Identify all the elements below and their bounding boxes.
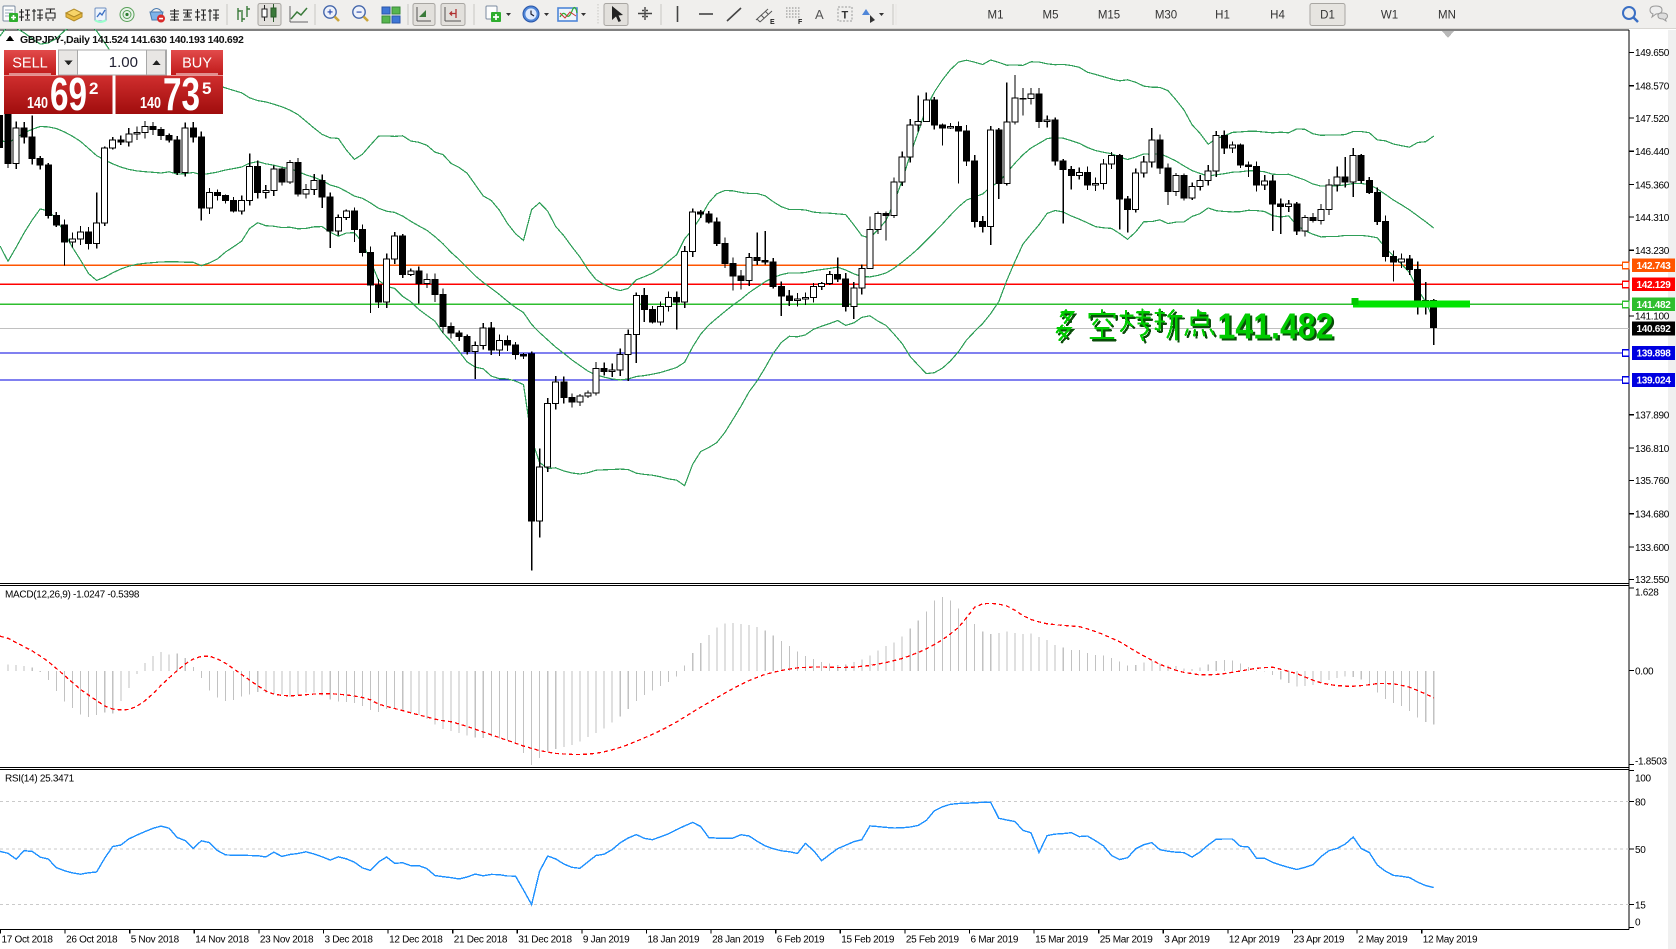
svg-text:80: 80 xyxy=(1635,797,1646,808)
svg-text:−: − xyxy=(356,8,362,19)
svg-text:5 Nov 2018: 5 Nov 2018 xyxy=(131,935,180,946)
svg-text:142.129: 142.129 xyxy=(1636,280,1671,291)
svg-text:M15: M15 xyxy=(1098,10,1120,22)
svg-text:144.310: 144.310 xyxy=(1635,213,1670,224)
svg-text:148.570: 148.570 xyxy=(1635,82,1670,93)
svg-text:12 Apr 2019: 12 Apr 2019 xyxy=(1229,935,1280,946)
svg-text:141.482: 141.482 xyxy=(1218,306,1334,347)
svg-text:SELL: SELL xyxy=(12,56,47,72)
svg-text:139.898: 139.898 xyxy=(1636,349,1671,360)
svg-text:RSI(14) 25.3471: RSI(14) 25.3471 xyxy=(5,774,75,785)
svg-text:MN: MN xyxy=(1438,10,1456,22)
svg-text:BUY: BUY xyxy=(182,56,212,72)
svg-text:+: + xyxy=(327,8,333,19)
svg-text:142.743: 142.743 xyxy=(1636,261,1671,272)
svg-text:73: 73 xyxy=(163,68,200,120)
svg-text:143.230: 143.230 xyxy=(1635,246,1670,257)
svg-text:6 Feb 2019: 6 Feb 2019 xyxy=(777,935,825,946)
svg-text:23 Apr 2019: 23 Apr 2019 xyxy=(1294,935,1345,946)
svg-text:M1: M1 xyxy=(988,10,1004,22)
svg-text:23 Nov 2018: 23 Nov 2018 xyxy=(260,935,314,946)
svg-text:100: 100 xyxy=(1635,774,1652,785)
svg-text:140.692: 140.692 xyxy=(1636,324,1671,335)
svg-text:6 Mar 2019: 6 Mar 2019 xyxy=(971,935,1019,946)
svg-text:145.360: 145.360 xyxy=(1635,180,1670,191)
svg-text:E: E xyxy=(770,19,775,26)
svg-text:15: 15 xyxy=(1635,901,1646,912)
svg-text:1.00: 1.00 xyxy=(109,54,138,71)
svg-text:21 Dec 2018: 21 Dec 2018 xyxy=(454,935,508,946)
svg-text:15 Mar 2019: 15 Mar 2019 xyxy=(1035,935,1089,946)
svg-text:D1: D1 xyxy=(1320,10,1335,22)
svg-text:0.00: 0.00 xyxy=(1635,667,1654,678)
svg-text:15 Feb 2019: 15 Feb 2019 xyxy=(841,935,895,946)
svg-text:M30: M30 xyxy=(1155,10,1177,22)
svg-text:147.520: 147.520 xyxy=(1635,114,1670,125)
svg-text:69: 69 xyxy=(50,68,87,120)
svg-text:141.482: 141.482 xyxy=(1220,308,1336,349)
svg-text:134.680: 134.680 xyxy=(1635,510,1670,521)
svg-text:9 Jan 2019: 9 Jan 2019 xyxy=(583,935,630,946)
svg-text:146.440: 146.440 xyxy=(1635,147,1670,158)
svg-text:-1.8503: -1.8503 xyxy=(1635,757,1668,768)
svg-text:5: 5 xyxy=(202,79,211,98)
svg-text:0: 0 xyxy=(1635,918,1641,929)
svg-text:25 Mar 2019: 25 Mar 2019 xyxy=(1100,935,1154,946)
svg-text:17 Oct 2018: 17 Oct 2018 xyxy=(2,935,54,946)
svg-text:A: A xyxy=(815,7,824,22)
svg-text:136.810: 136.810 xyxy=(1635,444,1670,455)
svg-text:F: F xyxy=(798,19,803,26)
svg-text:M5: M5 xyxy=(1043,10,1059,22)
svg-text:140: 140 xyxy=(140,95,161,112)
svg-text:GBPJPY-,Daily 141.524 141.630: GBPJPY-,Daily 141.524 141.630 140.193 14… xyxy=(20,34,244,46)
svg-text:MACD(12,26,9) -1.0247 -0.5398: MACD(12,26,9) -1.0247 -0.5398 xyxy=(5,590,140,601)
svg-text:2: 2 xyxy=(89,79,98,98)
svg-text:W1: W1 xyxy=(1381,10,1398,22)
svg-text:2 May 2019: 2 May 2019 xyxy=(1358,935,1408,946)
svg-text:25 Feb 2019: 25 Feb 2019 xyxy=(906,935,960,946)
svg-text:18 Jan 2019: 18 Jan 2019 xyxy=(648,935,700,946)
svg-text:14 Nov 2018: 14 Nov 2018 xyxy=(195,935,249,946)
svg-text:H1: H1 xyxy=(1215,10,1230,22)
svg-text:T: T xyxy=(842,10,849,22)
svg-text:1.628: 1.628 xyxy=(1635,588,1659,599)
svg-text:135.760: 135.760 xyxy=(1635,476,1670,487)
svg-text:3 Apr 2019: 3 Apr 2019 xyxy=(1164,935,1210,946)
svg-text:H4: H4 xyxy=(1270,10,1285,22)
svg-text:139.024: 139.024 xyxy=(1636,376,1671,387)
svg-text:28 Jan 2019: 28 Jan 2019 xyxy=(712,935,764,946)
svg-text:137.890: 137.890 xyxy=(1635,411,1670,422)
svg-text:133.600: 133.600 xyxy=(1635,543,1670,554)
svg-text:12 Dec 2018: 12 Dec 2018 xyxy=(389,935,443,946)
svg-text:26 Oct 2018: 26 Oct 2018 xyxy=(66,935,118,946)
svg-text:141.482: 141.482 xyxy=(1636,300,1671,311)
svg-text:140: 140 xyxy=(27,95,48,112)
svg-text:132.550: 132.550 xyxy=(1635,575,1670,586)
svg-text:3 Dec 2018: 3 Dec 2018 xyxy=(325,935,374,946)
svg-text:31 Dec 2018: 31 Dec 2018 xyxy=(518,935,572,946)
svg-text:141.100: 141.100 xyxy=(1635,312,1670,323)
svg-text:149.650: 149.650 xyxy=(1635,48,1670,59)
svg-text:12 May 2019: 12 May 2019 xyxy=(1423,935,1478,946)
svg-text:50: 50 xyxy=(1635,845,1646,856)
